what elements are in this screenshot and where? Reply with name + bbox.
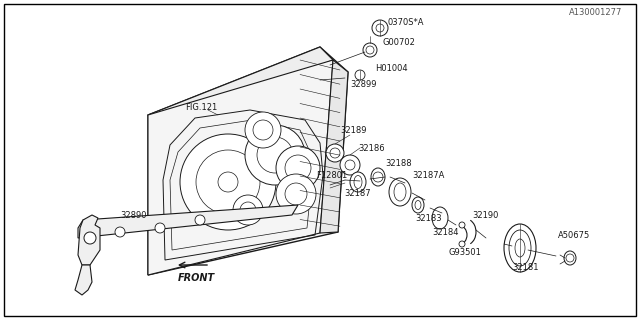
Text: 32187: 32187 bbox=[344, 188, 371, 197]
Circle shape bbox=[257, 137, 293, 173]
Circle shape bbox=[245, 112, 281, 148]
Ellipse shape bbox=[350, 172, 366, 192]
Text: 32187A: 32187A bbox=[412, 171, 444, 180]
Circle shape bbox=[276, 174, 316, 214]
Circle shape bbox=[285, 183, 307, 205]
Ellipse shape bbox=[371, 168, 385, 186]
Ellipse shape bbox=[394, 183, 406, 201]
Circle shape bbox=[180, 134, 276, 230]
Circle shape bbox=[233, 195, 263, 225]
Circle shape bbox=[372, 20, 388, 36]
Text: 0370S*A: 0370S*A bbox=[387, 18, 424, 27]
Text: 32890: 32890 bbox=[120, 211, 147, 220]
Text: FRONT: FRONT bbox=[178, 273, 215, 283]
Polygon shape bbox=[78, 205, 298, 238]
Circle shape bbox=[276, 146, 320, 190]
Ellipse shape bbox=[515, 239, 525, 257]
Circle shape bbox=[330, 148, 340, 158]
Polygon shape bbox=[148, 47, 333, 128]
Polygon shape bbox=[148, 60, 333, 275]
Text: A130001277: A130001277 bbox=[568, 8, 622, 17]
Circle shape bbox=[218, 172, 238, 192]
Text: 32189: 32189 bbox=[340, 125, 367, 134]
Circle shape bbox=[155, 223, 165, 233]
Circle shape bbox=[459, 222, 465, 228]
Polygon shape bbox=[148, 47, 348, 275]
Circle shape bbox=[345, 160, 355, 170]
Circle shape bbox=[245, 125, 305, 185]
Text: 32188: 32188 bbox=[385, 158, 412, 167]
Text: 32184: 32184 bbox=[432, 228, 458, 236]
Ellipse shape bbox=[564, 251, 576, 265]
Circle shape bbox=[240, 202, 256, 218]
Ellipse shape bbox=[363, 43, 377, 57]
Circle shape bbox=[340, 155, 360, 175]
Ellipse shape bbox=[412, 197, 424, 213]
Circle shape bbox=[253, 120, 273, 140]
Text: G93501: G93501 bbox=[448, 247, 481, 257]
Polygon shape bbox=[320, 60, 348, 233]
Ellipse shape bbox=[415, 201, 421, 210]
Text: 32183: 32183 bbox=[415, 213, 442, 222]
Circle shape bbox=[84, 232, 96, 244]
Circle shape bbox=[115, 227, 125, 237]
Circle shape bbox=[566, 254, 574, 262]
Circle shape bbox=[376, 24, 384, 32]
Circle shape bbox=[459, 241, 465, 247]
Ellipse shape bbox=[354, 175, 362, 188]
Polygon shape bbox=[75, 265, 92, 295]
Ellipse shape bbox=[389, 178, 411, 206]
Ellipse shape bbox=[432, 207, 448, 229]
Text: FIG.121: FIG.121 bbox=[185, 102, 217, 111]
Text: 32186: 32186 bbox=[358, 143, 385, 153]
Ellipse shape bbox=[509, 230, 531, 266]
Circle shape bbox=[326, 144, 344, 162]
Circle shape bbox=[366, 46, 374, 54]
Text: 32899: 32899 bbox=[350, 79, 376, 89]
Circle shape bbox=[195, 215, 205, 225]
Text: G00702: G00702 bbox=[382, 37, 415, 46]
Ellipse shape bbox=[504, 224, 536, 272]
Text: H01004: H01004 bbox=[375, 63, 408, 73]
Text: 32181: 32181 bbox=[512, 263, 538, 273]
Circle shape bbox=[196, 150, 260, 214]
Polygon shape bbox=[78, 215, 100, 265]
Circle shape bbox=[355, 70, 365, 80]
Text: F12801: F12801 bbox=[316, 171, 348, 180]
Text: A50675: A50675 bbox=[558, 230, 590, 239]
Text: 32190: 32190 bbox=[472, 211, 499, 220]
Circle shape bbox=[285, 155, 311, 181]
Circle shape bbox=[373, 172, 383, 182]
